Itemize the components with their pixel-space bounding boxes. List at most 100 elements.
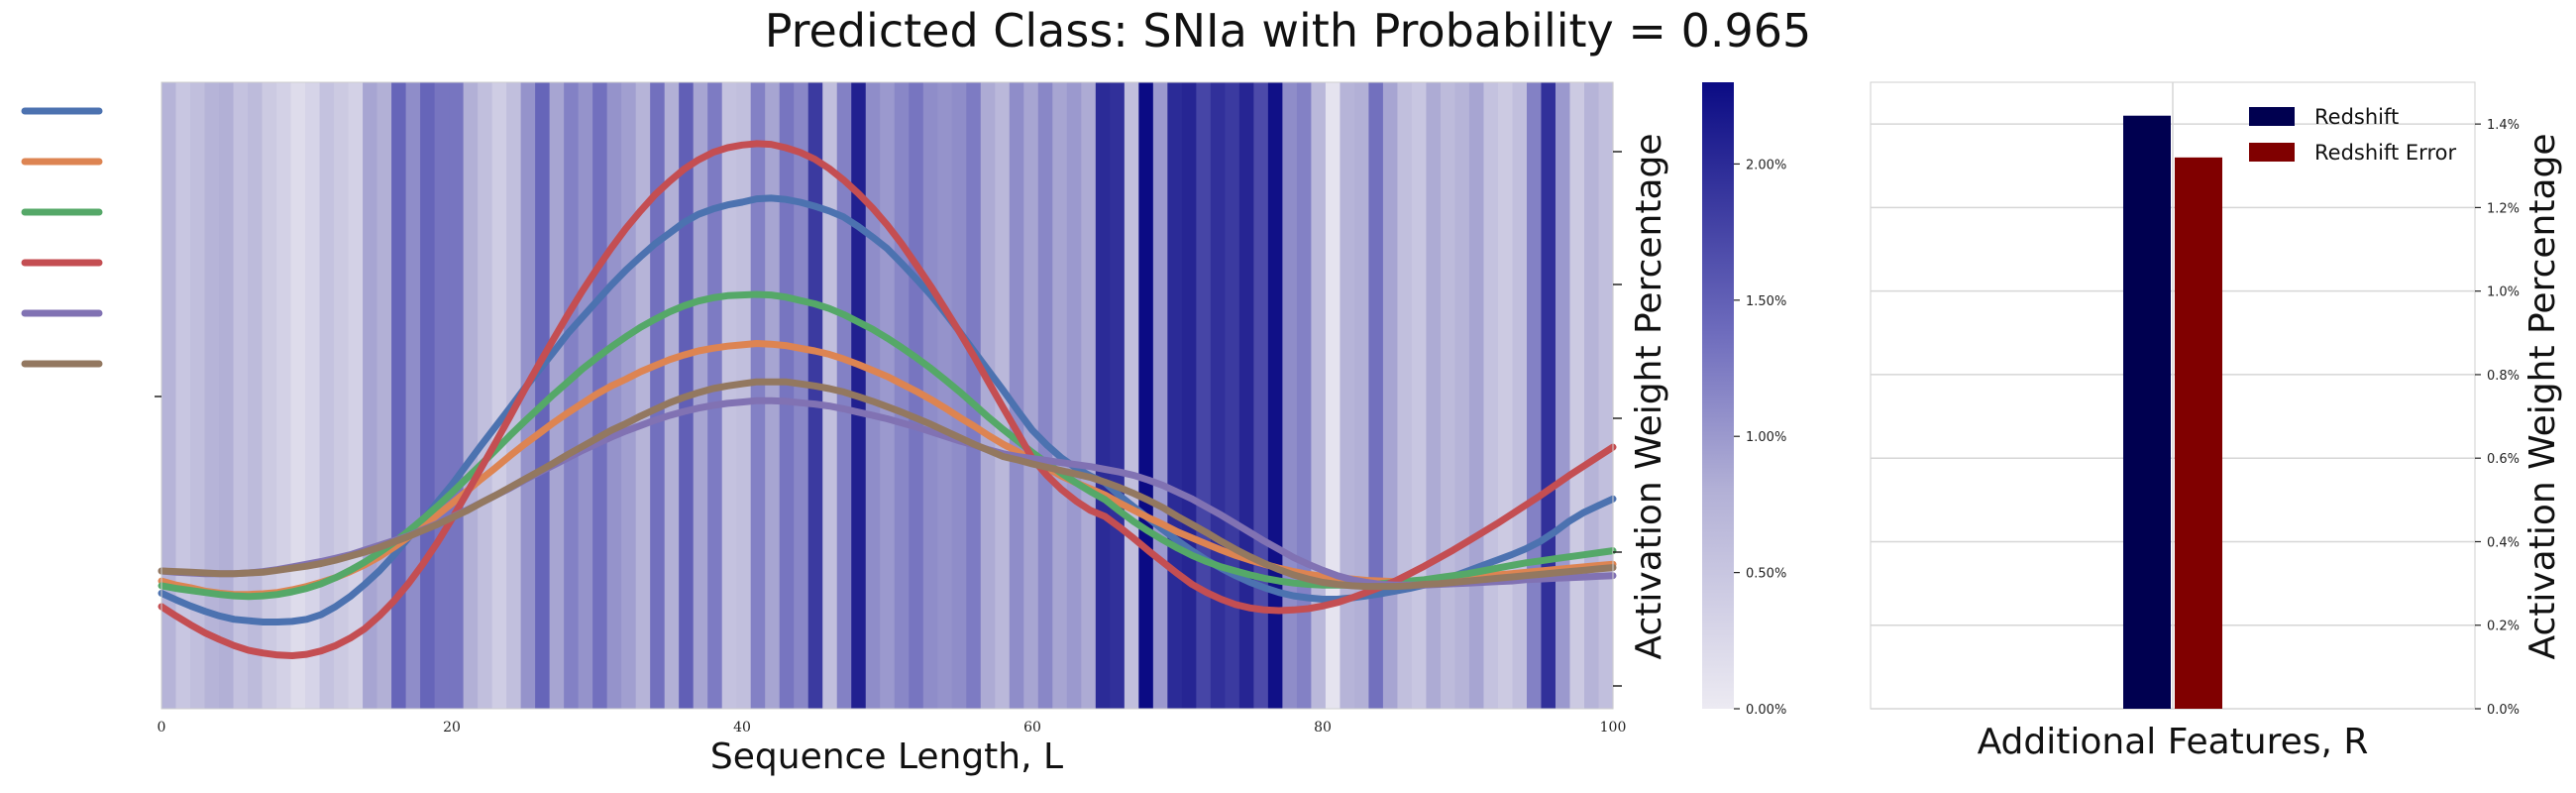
heatmap-cell <box>1152 82 1168 709</box>
heatmap-cell <box>1282 82 1298 709</box>
heatmap-frame <box>161 81 1614 710</box>
heatmap-cell <box>1411 82 1428 709</box>
colorbar-tick-label: 2.00% <box>1746 158 1786 172</box>
heatmap-cell <box>1353 82 1370 709</box>
heatmap-cell <box>1066 82 1082 709</box>
heatmap-cell <box>1440 82 1456 709</box>
heatmap-cell <box>937 82 953 709</box>
heatmap-cell <box>1081 82 1097 709</box>
chart-title: Predicted Class: SNIa with Probability =… <box>764 4 1812 57</box>
heatmap-cell <box>1037 82 1053 709</box>
heatmap-cell <box>995 82 1011 709</box>
heatmap-cell <box>1526 82 1543 709</box>
heatmap-cell <box>1009 82 1024 709</box>
heatmap-cell <box>578 82 593 709</box>
colorbar-ticks: 0.00% 0.50% 1.00% 1.50% 2.00% <box>1734 158 1786 718</box>
heatmap-cell <box>319 82 335 709</box>
heatmap-cell <box>391 82 407 709</box>
bar-y-label: Activation Weight Percentage <box>2522 133 2563 659</box>
heatmap-cell <box>420 82 436 709</box>
heatmap-cell <box>1325 82 1342 709</box>
heatmap-cell <box>1052 82 1068 709</box>
colorbar-tick-label: 1.50% <box>1746 294 1786 309</box>
legend-label: Redshift Error <box>2314 141 2456 165</box>
heatmap-panel <box>161 82 1614 709</box>
bar-y-tick-label: 0.2% <box>2487 620 2520 634</box>
heatmap-cell <box>262 82 277 709</box>
heatmap-cell <box>1110 82 1126 709</box>
legend-swatch <box>2249 107 2295 126</box>
heatmap-cell <box>765 82 781 709</box>
heatmap-cell <box>248 82 264 709</box>
legend-label: Redshift <box>2314 105 2399 129</box>
heatmap-cell <box>233 82 249 709</box>
x-tick-label: 80 <box>1314 720 1332 736</box>
heatmap-cell <box>650 82 666 709</box>
heatmap-cell <box>807 82 823 709</box>
heatmap-cell <box>1225 82 1240 709</box>
bar-y-tick-label: 1.4% <box>2487 118 2520 133</box>
heatmap-cell <box>909 82 924 709</box>
heatmap-cell <box>175 82 191 709</box>
heatmap-cell <box>621 82 637 709</box>
heatmap-cell <box>1210 82 1226 709</box>
series-line <box>158 140 1617 659</box>
heatmap-cell <box>305 82 321 709</box>
heatmap-cell <box>606 82 622 709</box>
heatmap-cell <box>980 82 996 709</box>
series-lines <box>158 140 1617 659</box>
heatmap-cell <box>506 82 522 709</box>
bar-y-axis: 0.0% 0.2% 0.4% 0.6% 0.8% 1.0% 1.2% 1.4% <box>2475 118 2520 718</box>
heatmap-cell <box>161 82 177 709</box>
heatmap-cell <box>405 82 421 709</box>
colorbar-tick-label: 1.00% <box>1746 430 1786 445</box>
heatmap-cell <box>1181 82 1197 709</box>
heatmap-cell <box>1124 82 1139 709</box>
heatmap-cell <box>1382 82 1399 709</box>
heatmap-cell <box>491 82 507 709</box>
bar-y-tick-label: 0.8% <box>2487 369 2520 384</box>
heatmap-cell <box>1397 82 1413 709</box>
heatmap-right-ticks <box>1613 151 1622 687</box>
bar-y-tick-label: 0.6% <box>2487 452 2520 467</box>
heatmap-cell <box>535 82 551 709</box>
heatmap-x-label: Sequence Length, L <box>710 736 1063 777</box>
heatmap-cell <box>894 82 910 709</box>
heatmap-cell <box>478 82 493 709</box>
heatmap-cell <box>463 82 479 709</box>
x-tick-label: 100 <box>1600 720 1627 736</box>
heatmap-cell <box>1468 82 1485 709</box>
heatmap-cell <box>190 82 206 709</box>
heatmap-cell <box>779 82 795 709</box>
bar-y-tick-label: 0.4% <box>2487 535 2520 550</box>
heatmap-cell <box>1267 82 1283 709</box>
heatmap-y-label: Activation Weight Percentage <box>1629 133 1669 659</box>
heatmap-cell <box>1296 82 1312 709</box>
bar-x-label: Additional Features, R <box>1978 722 2369 762</box>
legend-swatch <box>2249 143 2295 162</box>
x-tick-label: 20 <box>443 720 461 736</box>
bar-gridlines <box>1871 82 2475 710</box>
heatmap-cell <box>1512 82 1528 709</box>
heatmap-cell <box>1340 82 1355 709</box>
series-legend <box>21 107 103 368</box>
bar <box>2123 115 2171 709</box>
heatmap-cell <box>664 82 680 709</box>
bar-legend: Redshift Redshift Error <box>2249 105 2456 165</box>
heatmap-cell <box>290 82 306 709</box>
heatmap-cell <box>1196 82 1212 709</box>
x-tick-label: 60 <box>1023 720 1041 736</box>
heatmap-cell <box>865 82 881 709</box>
heatmap-cell <box>1569 82 1585 709</box>
heatmap-cell <box>334 82 350 709</box>
heatmap-cell <box>276 82 292 709</box>
heatmap-cell <box>1483 82 1499 709</box>
heatmap-cell <box>449 82 465 709</box>
heatmap-cell <box>219 82 235 709</box>
colorbar <box>1702 82 1734 709</box>
bar-y-tick-label: 1.0% <box>2487 285 2520 300</box>
series-line <box>158 378 1617 591</box>
heatmap-cell <box>1454 82 1470 709</box>
heatmap-cell <box>794 82 809 709</box>
bar-y-tick-label: 0.0% <box>2487 703 2520 718</box>
